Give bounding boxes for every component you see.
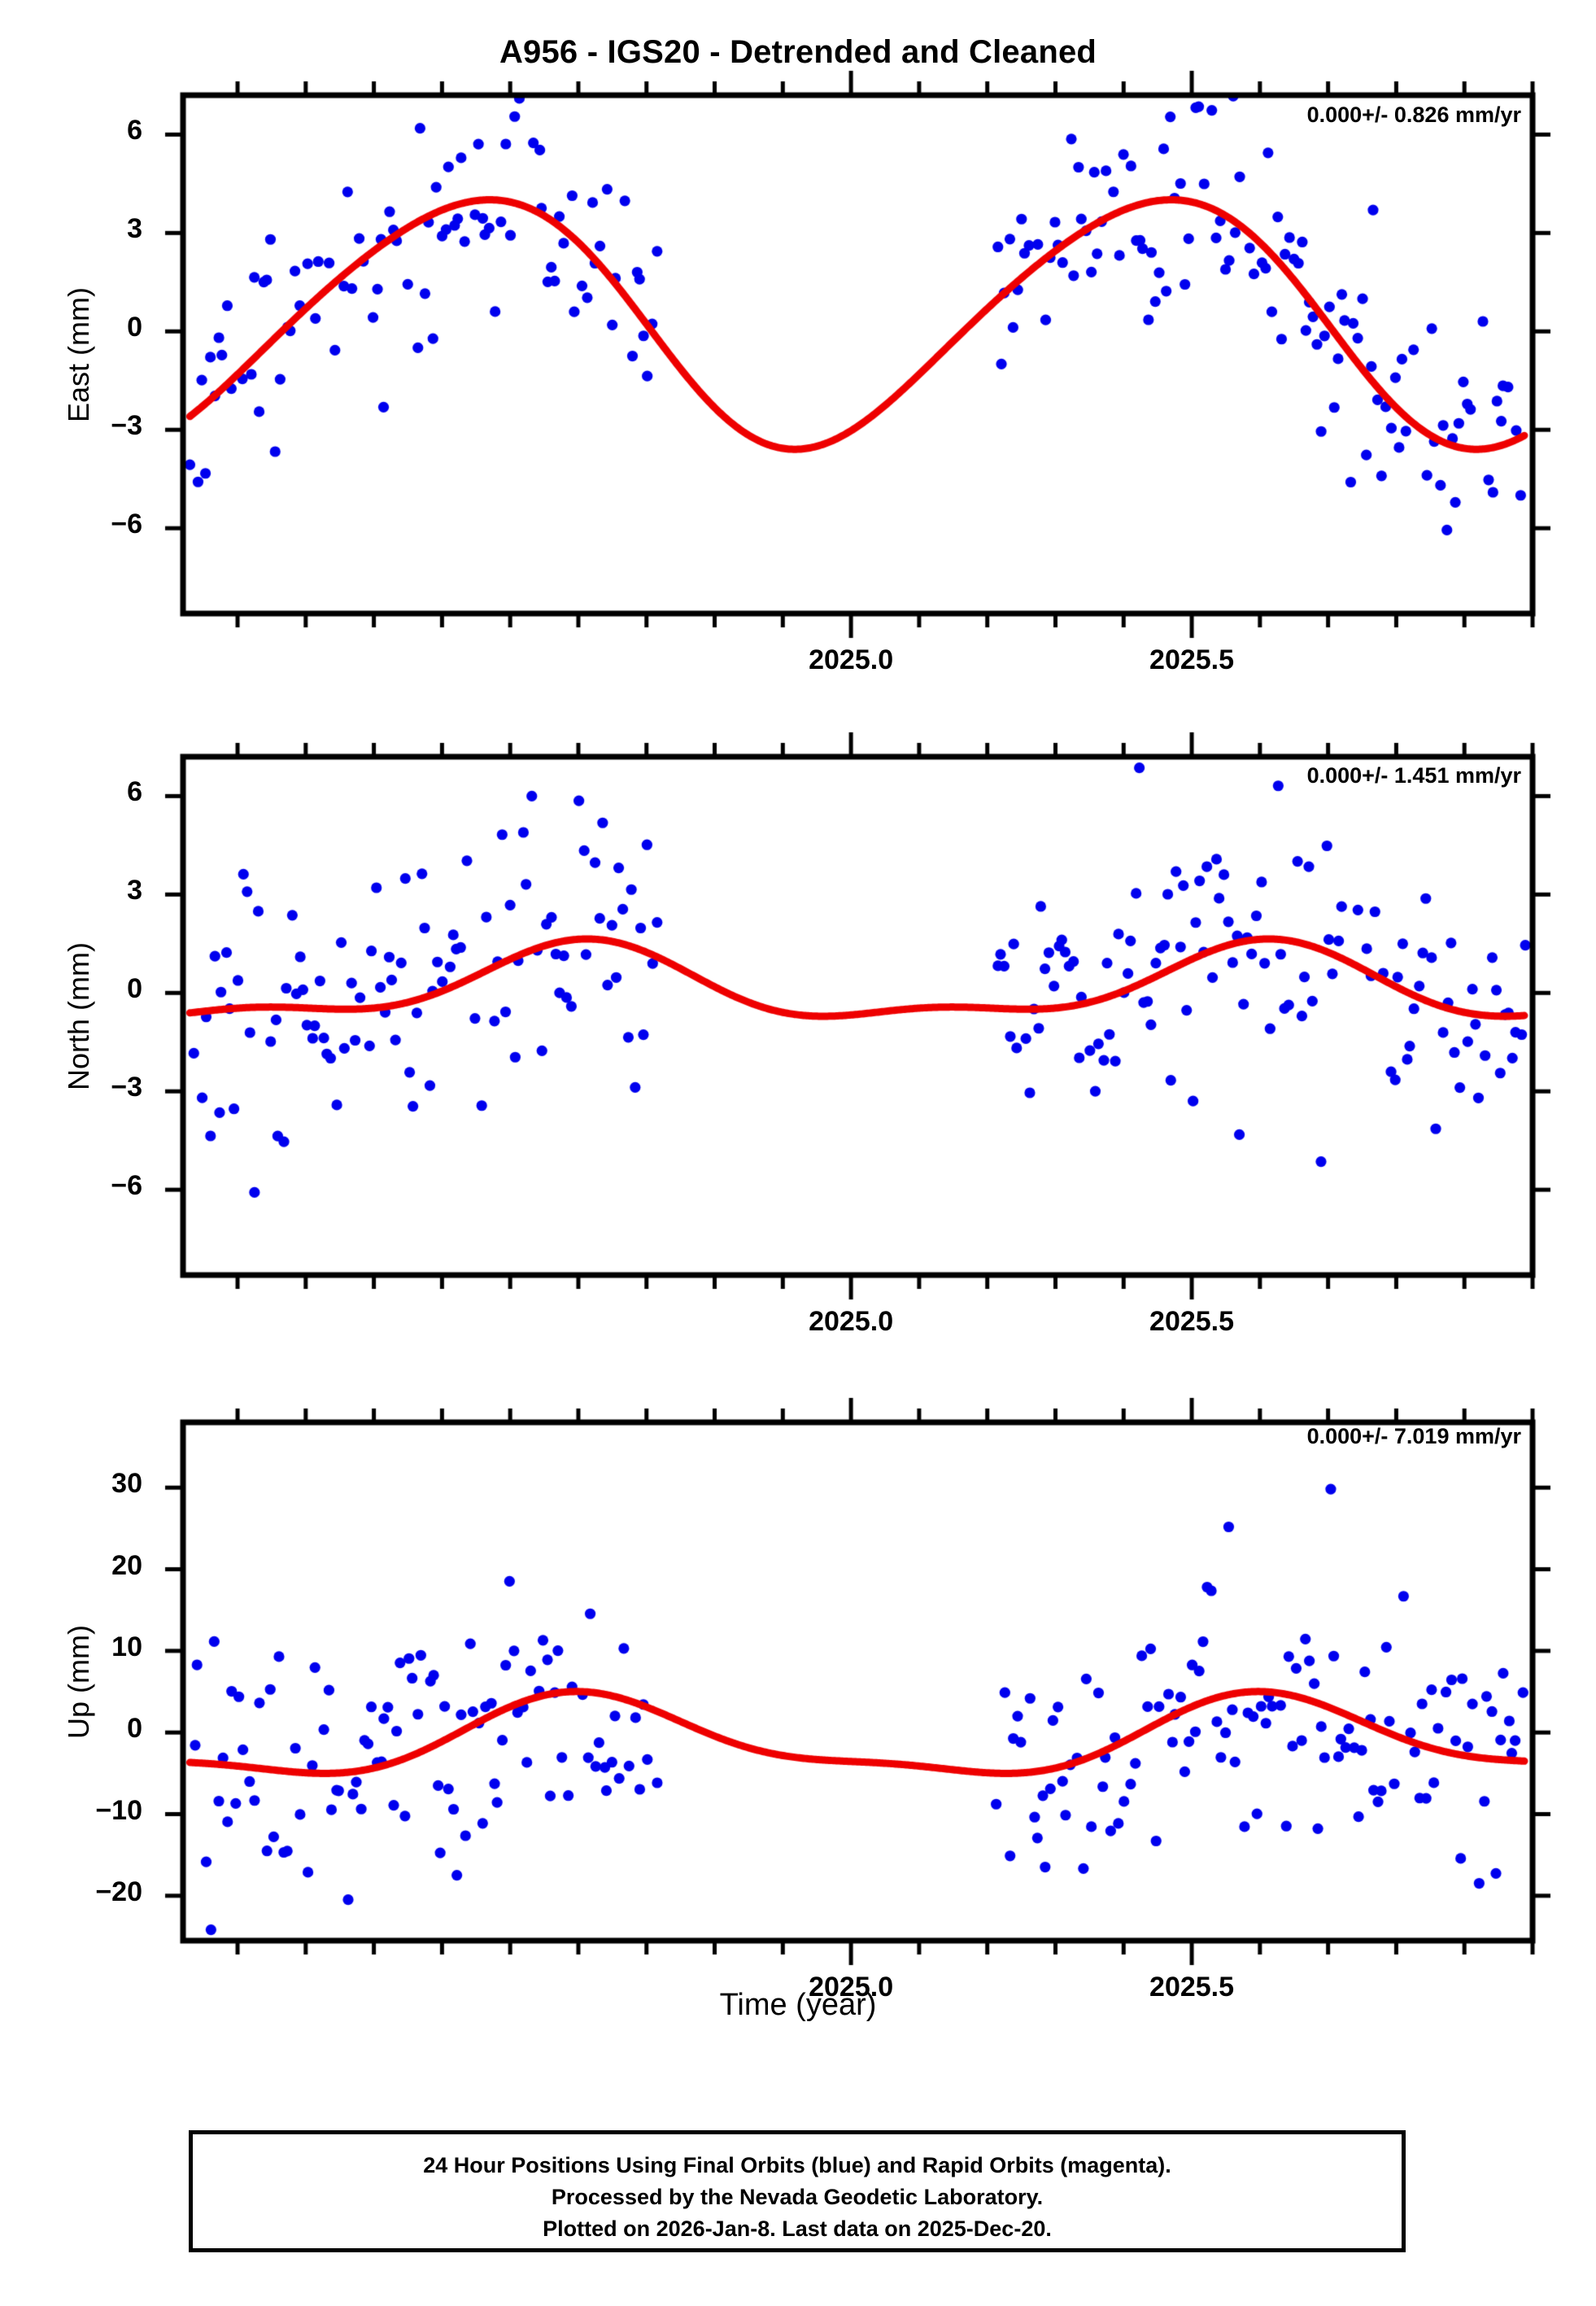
caption-lines: 24 Hour Positions Using Final Orbits (bl… [193, 2150, 1402, 2245]
rate-annotation-east: 0.000+/- 0.826 mm/yr [1306, 103, 1521, 127]
xtick-label-east-0: 2025.0 [809, 644, 894, 675]
caption-line-1: 24 Hour Positions Using Final Orbits (bl… [423, 2153, 1171, 2177]
xtick-label-north-1: 2025.5 [1149, 1306, 1235, 1337]
ytick-label-up-3: 0 [127, 1713, 142, 1745]
ytick-label-up-5: −20 [95, 1876, 142, 1907]
xtick-label-east-1: 2025.5 [1149, 644, 1235, 675]
ytick-label-east-2: 0 [127, 312, 142, 343]
rate-annotation-north: 0.000+/- 1.451 mm/yr [1306, 763, 1521, 788]
xtick-label-north-0: 2025.0 [809, 1306, 894, 1337]
caption-line-3: Plotted on 2026-Jan-8. Last data on 2025… [543, 2216, 1052, 2241]
page-title: A956 - IGS20 - Detrended and Cleaned [499, 34, 1097, 70]
ytick-label-east-0: 6 [127, 115, 142, 146]
ytick-label-up-0: 30 [111, 1468, 142, 1500]
x-axis-title: Time (year) [719, 1988, 877, 2022]
xtick-label-up-0: 2025.0 [809, 1972, 894, 2002]
ytick-label-up-4: −10 [95, 1794, 142, 1826]
caption-line-2: Processed by the Nevada Geodetic Laborat… [551, 2185, 1044, 2209]
ytick-label-up-1: 20 [111, 1549, 142, 1581]
xtick-label-up-1: 2025.5 [1149, 1972, 1235, 2002]
ytick-label-north-1: 3 [127, 875, 142, 906]
ytick-label-north-0: 6 [127, 776, 142, 808]
ytick-label-north-2: 0 [127, 973, 142, 1005]
ytick-label-east-1: 3 [127, 213, 142, 245]
y-axis-title-north: North (mm) [62, 941, 95, 1090]
rate-annotation-up: 0.000+/- 7.019 mm/yr [1306, 1424, 1521, 1448]
ytick-label-east-3: −3 [111, 410, 142, 442]
ytick-label-north-4: −6 [111, 1170, 142, 1202]
ytick-label-east-4: −6 [111, 509, 142, 540]
ytick-label-north-3: −3 [111, 1072, 142, 1103]
caption-box: 24 Hour Positions Using Final Orbits (bl… [189, 2130, 1406, 2252]
ytick-label-up-2: 10 [111, 1631, 142, 1662]
y-axis-title-east: East (mm) [62, 286, 95, 422]
y-axis-title-up: Up (mm) [62, 1624, 95, 1739]
